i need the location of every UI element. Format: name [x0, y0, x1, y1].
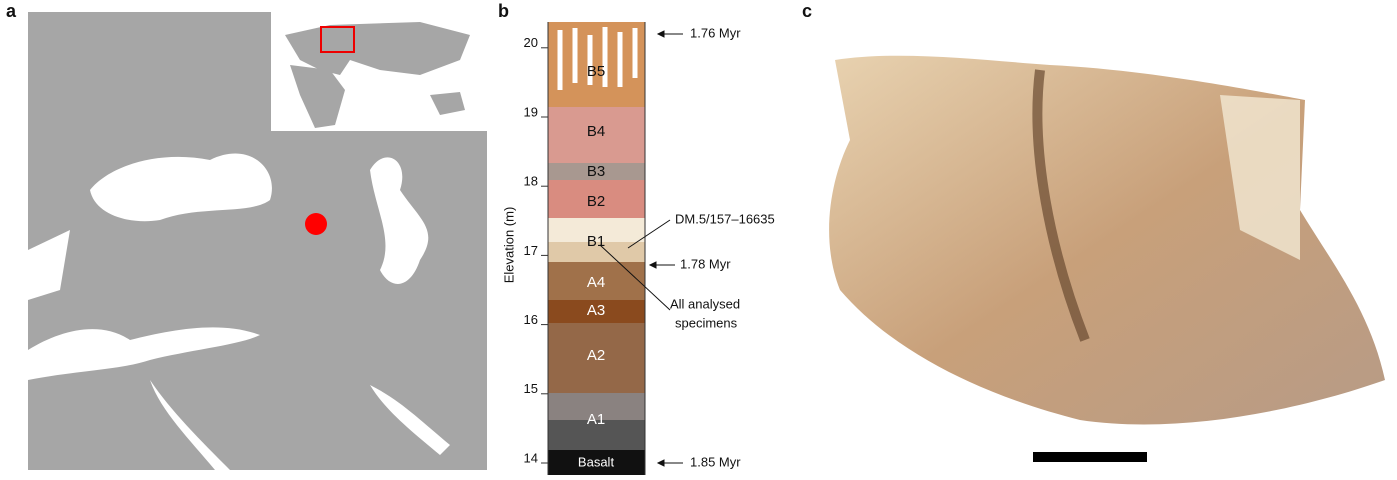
layer-label: A2 [587, 347, 605, 364]
age: 1.85 Myr [690, 454, 741, 469]
y-tick-label: 15 [524, 381, 538, 396]
specimen-photo [829, 56, 1385, 462]
y-tick-label: 16 [524, 312, 538, 327]
specimens-label: specimens [675, 315, 738, 330]
panel-label: b [498, 1, 509, 21]
panel-label: c [802, 1, 812, 21]
map [28, 12, 487, 470]
layer-label: A1 [587, 411, 605, 428]
age: 1.76 Myr [690, 25, 741, 40]
layer-label: Basalt [578, 454, 615, 469]
y-tick-label: 18 [524, 174, 538, 189]
y-tick-label: 14 [524, 450, 538, 465]
y-tick-label: 20 [524, 35, 538, 50]
layer-label: B5 [587, 63, 605, 80]
age: 1.78 Myr [680, 256, 731, 271]
y-tick-label: 17 [524, 243, 538, 258]
layer-label: B3 [587, 163, 605, 180]
specimen-label: DM.5/157–16635 [675, 211, 775, 226]
axis-label: Elevation (m) [501, 207, 516, 284]
panel-label: a [6, 1, 17, 21]
layer-label: B2 [587, 193, 605, 210]
layer-label: A4 [587, 274, 605, 291]
layer-label: A3 [587, 302, 605, 319]
layer-label: B4 [587, 123, 605, 140]
y-tick-label: 19 [524, 104, 538, 119]
figure: 14151617181920 Elevation (m) B5B4B3B2B1A… [0, 0, 1397, 475]
specimens-label: All analysed [670, 296, 740, 311]
y-axis: 14 15 16 17 18 19 20 [524, 35, 548, 465]
